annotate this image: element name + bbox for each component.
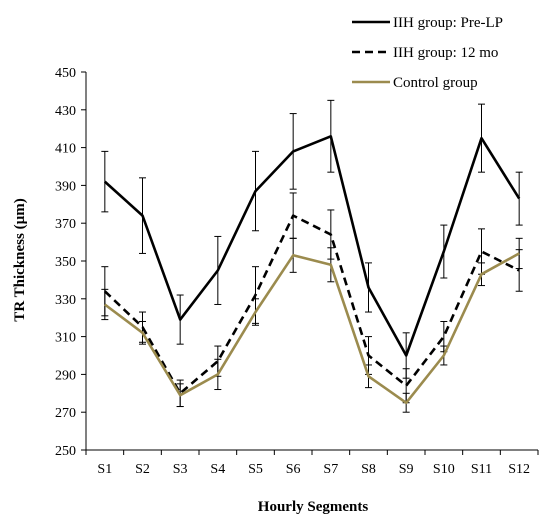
x-tick-label: S3 bbox=[173, 462, 188, 477]
x-tick-label: S11 bbox=[471, 462, 492, 477]
legend-label: IIH group: 12 mo bbox=[393, 45, 498, 61]
legend-item: IIH group: 12 mo bbox=[352, 45, 498, 61]
x-tick-label: S7 bbox=[323, 462, 338, 477]
x-tick-label: S2 bbox=[135, 462, 150, 477]
y-tick-label: 270 bbox=[55, 406, 76, 421]
series-lines bbox=[103, 135, 521, 405]
y-tick-label: 290 bbox=[55, 368, 76, 383]
series-line-iih-group-12-mo bbox=[103, 214, 520, 395]
y-tick-label: 350 bbox=[55, 255, 76, 270]
x-tick-label: S8 bbox=[361, 462, 376, 477]
y-tick-label: 450 bbox=[55, 66, 76, 81]
y-tick-label: 410 bbox=[55, 142, 76, 157]
x-tick-label: S10 bbox=[433, 462, 455, 477]
y-tick-label: 430 bbox=[55, 104, 76, 119]
x-ticks: S1 S2 S3 S4 S5 S6 S7 S8 S9 S10 S11 S12 bbox=[85, 450, 539, 477]
series-line-iih-group-pre-lp bbox=[103, 135, 521, 357]
y-tick-label: 310 bbox=[55, 331, 76, 346]
legend-label: Control group bbox=[393, 75, 478, 91]
legend-item: Control group bbox=[352, 75, 478, 91]
x-tick-label: S4 bbox=[210, 462, 225, 477]
y-ticks: 250 270 290 310 330 350 370 390 410 430 450 bbox=[55, 66, 86, 459]
y-tick-label: 330 bbox=[55, 293, 76, 308]
series-line-control-group bbox=[104, 252, 520, 405]
x-tick-label: S12 bbox=[508, 462, 530, 477]
legend-item: IIH group: Pre-LP bbox=[352, 15, 503, 31]
x-axis-title: Hourly Segments bbox=[258, 499, 369, 515]
x-tick-label: S1 bbox=[97, 462, 112, 477]
legend-label: IIH group: Pre-LP bbox=[393, 15, 503, 31]
y-axis-title: TR Thickness (µm) bbox=[12, 198, 28, 321]
y-tick-label: 250 bbox=[55, 444, 76, 459]
y-tick-label: 370 bbox=[55, 217, 76, 232]
legend: IIH group: Pre-LP IIH group: 12 mo Control… bbox=[352, 15, 503, 91]
error-bar bbox=[515, 171, 523, 226]
y-tick-label: 390 bbox=[55, 179, 76, 194]
x-tick-label: S9 bbox=[399, 462, 414, 477]
x-tick-label: S5 bbox=[248, 462, 263, 477]
x-tick-label: S6 bbox=[286, 462, 301, 477]
